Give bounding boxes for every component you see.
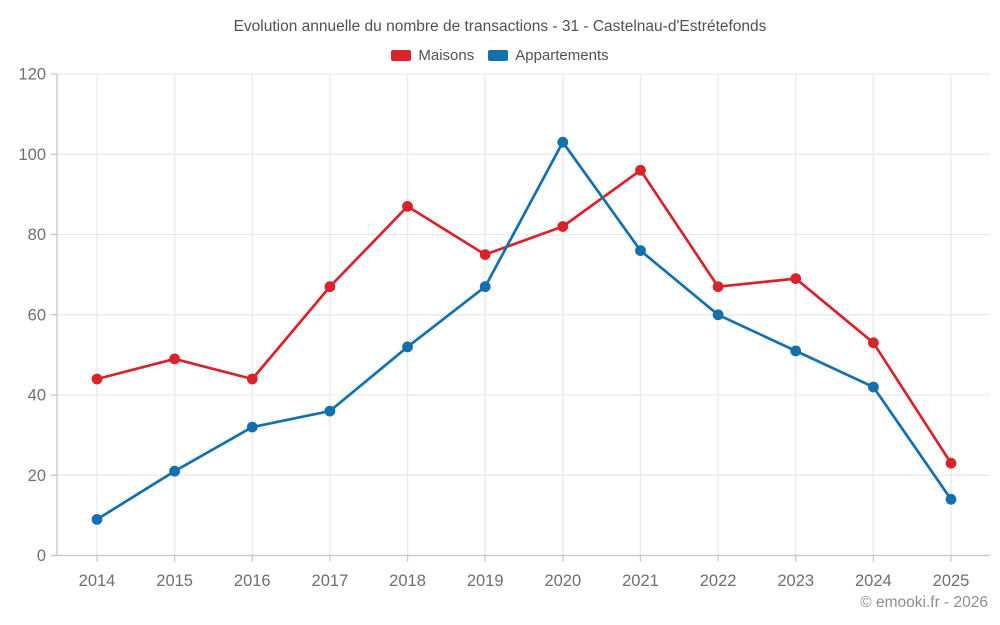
data-point-appartements-2025[interactable] bbox=[945, 493, 957, 505]
maisons-line bbox=[95, 168, 953, 465]
legend: Maisons Appartements bbox=[0, 47, 1000, 64]
y-tick-label: 40 bbox=[28, 387, 46, 405]
x-tick-label: 2018 bbox=[389, 572, 426, 590]
legend-item-maisons[interactable]: Maisons bbox=[391, 47, 474, 64]
x-tick-label: 2022 bbox=[700, 572, 737, 590]
y-tick-label: 0 bbox=[37, 547, 46, 565]
x-tick-label: 2019 bbox=[467, 572, 504, 590]
x-tick-label: 2021 bbox=[622, 572, 659, 590]
data-point-maisons-2020[interactable] bbox=[557, 221, 569, 232]
data-point-maisons-2017[interactable] bbox=[324, 281, 336, 293]
x-tick-label: 2023 bbox=[777, 572, 814, 590]
legend-swatch-appartements bbox=[488, 50, 509, 61]
y-tick-label: 80 bbox=[28, 226, 46, 244]
x-tick-label: 2016 bbox=[234, 572, 271, 590]
data-point-maisons-2022[interactable] bbox=[712, 281, 724, 293]
legend-item-appartements[interactable]: Appartements bbox=[488, 47, 609, 64]
x-tick-label: 2015 bbox=[156, 572, 193, 590]
copyright: © emooki.fr - 2026 bbox=[860, 594, 988, 611]
data-point-maisons-2024[interactable] bbox=[868, 337, 879, 349]
chart-title: Evolution annuelle du nombre de transact… bbox=[233, 18, 767, 35]
data-point-appartements-2018[interactable] bbox=[402, 341, 413, 353]
data-point-maisons-2021[interactable] bbox=[635, 164, 646, 176]
data-point-appartements-2017[interactable] bbox=[324, 405, 336, 417]
data-point-appartements-2020[interactable] bbox=[557, 136, 569, 148]
data-point-maisons-2015[interactable] bbox=[169, 353, 181, 365]
appartements-line bbox=[95, 140, 953, 521]
legend-swatch-maisons bbox=[391, 50, 412, 61]
legend-label-appartements: Appartements bbox=[515, 47, 609, 64]
data-point-appartements-2022[interactable] bbox=[712, 309, 724, 321]
x-tick-label: 2025 bbox=[933, 572, 970, 590]
y-tick-label: 60 bbox=[28, 306, 46, 324]
x-tick-label: 2014 bbox=[79, 572, 116, 590]
data-point-appartements-2023[interactable] bbox=[790, 345, 802, 357]
data-point-maisons-2014[interactable] bbox=[91, 373, 103, 385]
legend-label-maisons: Maisons bbox=[418, 47, 475, 64]
data-point-maisons-2023[interactable] bbox=[790, 273, 802, 284]
x-tick-label: 2020 bbox=[544, 572, 581, 590]
data-point-maisons-2016[interactable] bbox=[246, 373, 258, 385]
y-tick-label: 20 bbox=[28, 467, 46, 485]
data-point-maisons-2018[interactable] bbox=[402, 201, 413, 212]
data-point-appartements-2019[interactable] bbox=[479, 281, 491, 293]
y-tick-label: 120 bbox=[18, 66, 46, 84]
data-point-appartements-2021[interactable] bbox=[635, 245, 646, 256]
data-point-appartements-2016[interactable] bbox=[246, 421, 258, 433]
data-point-appartements-2024[interactable] bbox=[868, 381, 879, 393]
y-tick-label: 100 bbox=[18, 146, 46, 164]
x-tick-label: 2017 bbox=[312, 572, 349, 590]
data-point-maisons-2025[interactable] bbox=[945, 457, 957, 469]
data-point-appartements-2015[interactable] bbox=[169, 465, 181, 477]
data-point-appartements-2014[interactable] bbox=[91, 514, 103, 525]
x-tick-label: 2024 bbox=[855, 572, 892, 590]
data-point-maisons-2019[interactable] bbox=[479, 249, 491, 260]
